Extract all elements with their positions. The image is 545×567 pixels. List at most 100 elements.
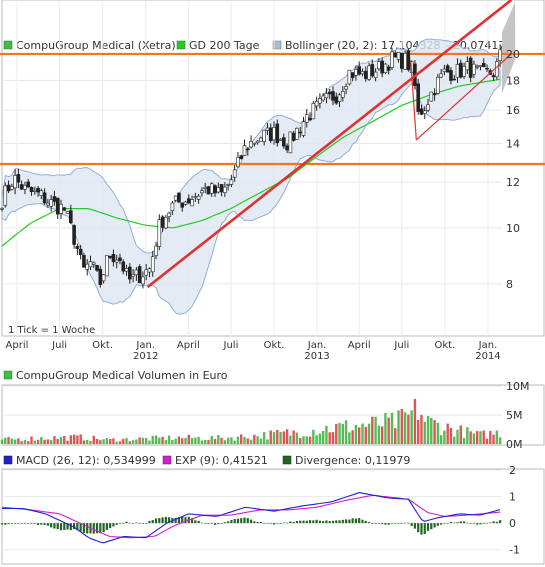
- candle-body: [449, 70, 453, 81]
- candle-body: [357, 66, 362, 75]
- volume-bar: [328, 432, 331, 444]
- volume-bar: [256, 436, 259, 444]
- candle-body: [383, 63, 388, 73]
- volume-bar: [53, 436, 56, 444]
- candle-body: [472, 63, 476, 75]
- volume-bar: [466, 427, 469, 444]
- month-tick-label: Jan.: [478, 340, 498, 351]
- divergence-bar: [131, 523, 135, 524]
- volume-bar: [0, 439, 4, 444]
- divergence-bar: [210, 523, 213, 524]
- volume-bar: [344, 420, 348, 444]
- divergence-bar: [76, 523, 79, 531]
- volume-bar: [302, 436, 305, 444]
- trendline: [415, 53, 512, 141]
- month-tick-label: Juli: [51, 340, 67, 351]
- divergence-bar: [295, 520, 299, 524]
- month-tick-label: Jan.: [135, 340, 155, 351]
- candle-body: [495, 61, 499, 78]
- candle-body: [485, 67, 489, 70]
- volume-y-tick: 5M: [506, 409, 523, 422]
- volume-bar: [426, 415, 430, 444]
- candle-body: [141, 276, 145, 285]
- volume-bar: [469, 431, 472, 444]
- volume-bar: [203, 440, 207, 444]
- volume-bar: [233, 440, 236, 444]
- divergence-bar: [420, 523, 423, 535]
- divergence-bar: [220, 523, 223, 524]
- tick-note: 1 Tick = 1 Woche: [8, 325, 95, 336]
- divergence-bar: [276, 523, 279, 524]
- volume-bar: [187, 434, 190, 444]
- candle-body: [344, 86, 348, 90]
- candle-body: [236, 157, 240, 168]
- divergence-bar: [446, 522, 449, 524]
- candle-body: [3, 185, 8, 206]
- candle-body: [498, 49, 502, 61]
- divergence-bar: [374, 523, 377, 524]
- candle-body: [95, 265, 99, 271]
- volume-bar: [472, 433, 476, 444]
- divergence-bar: [135, 522, 138, 524]
- divergence-bar: [95, 523, 99, 534]
- divergence-bar: [82, 523, 86, 533]
- divergence-bar: [430, 523, 433, 530]
- divergence-bar: [367, 522, 371, 524]
- candle-body: [426, 104, 430, 111]
- volume-bar: [20, 441, 23, 444]
- divergence-bar: [158, 518, 161, 524]
- divergence-bar: [236, 518, 240, 524]
- divergence-bar: [459, 521, 462, 524]
- volume-bar: [299, 438, 302, 444]
- candle-body: [157, 219, 162, 247]
- candle-body: [177, 192, 181, 203]
- candle-body: [436, 76, 440, 94]
- divergence-bar: [79, 523, 82, 532]
- volume-bar: [226, 437, 230, 444]
- volume-bar: [315, 435, 318, 444]
- candle-body: [259, 137, 263, 142]
- candle-body: [396, 52, 401, 60]
- price-y-tick: 18: [506, 74, 520, 87]
- volume-bar: [4, 437, 7, 444]
- volume-bar: [89, 441, 92, 444]
- divergence-bar: [485, 522, 489, 524]
- divergence-bar: [436, 523, 439, 526]
- divergence-bar: [17, 523, 20, 524]
- volume-bar: [292, 430, 295, 444]
- volume-bar: [377, 425, 381, 444]
- volume-bar: [446, 423, 449, 444]
- divergence-bar: [482, 523, 485, 524]
- volume-bar: [154, 435, 158, 444]
- divergence-bar: [99, 523, 102, 534]
- volume-bar: [489, 430, 492, 444]
- divergence-bar: [115, 523, 118, 525]
- volume-bar: [184, 437, 187, 444]
- volume-bar: [115, 441, 118, 444]
- volume-bar: [174, 438, 177, 444]
- candle-body: [478, 65, 483, 67]
- volume-bar: [443, 430, 446, 444]
- volume-bar: [423, 421, 426, 444]
- candle-body: [49, 199, 53, 207]
- month-tick-label: April: [6, 340, 29, 351]
- candle-body: [475, 65, 479, 68]
- volume-bar: [210, 435, 213, 444]
- divergence-bar: [223, 522, 226, 524]
- divergence-bar: [266, 523, 269, 524]
- volume-bar: [122, 438, 125, 444]
- divergence-bar: [33, 523, 36, 524]
- volume-bar: [285, 429, 289, 444]
- year-tick-label: 2013: [304, 351, 329, 362]
- volume-bar: [66, 440, 69, 444]
- divergence-bar: [410, 523, 413, 526]
- divergence-bar: [14, 523, 17, 524]
- volume-bar: [99, 440, 102, 444]
- candle-body: [190, 199, 194, 207]
- divergence-bar: [10, 523, 13, 524]
- candle-body: [314, 101, 319, 107]
- candle-body: [291, 132, 296, 141]
- divergence-bar: [479, 523, 482, 525]
- legend-price-label: CompuGroup Medical (Xetra): [16, 39, 176, 52]
- candle-body: [245, 148, 250, 151]
